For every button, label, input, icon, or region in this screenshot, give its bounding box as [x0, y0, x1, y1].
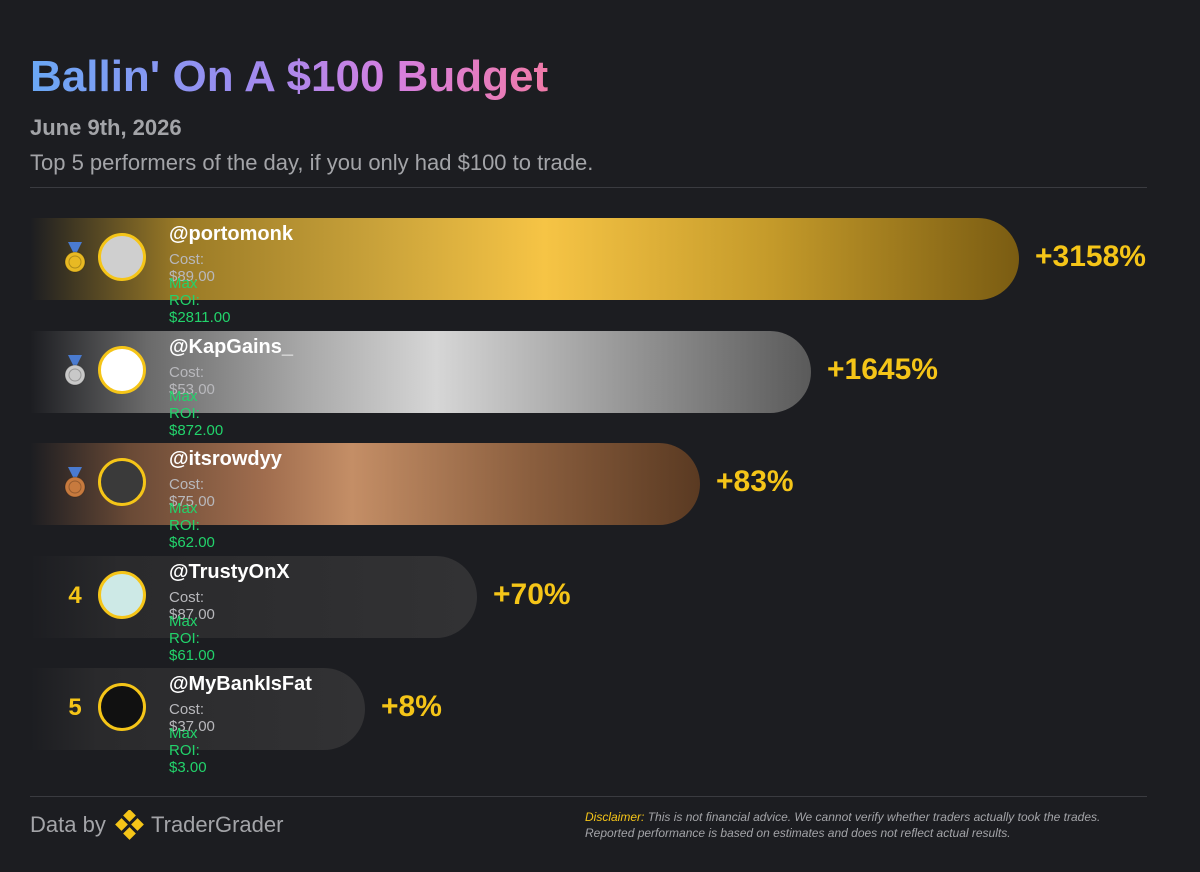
cost: Cost: $75.00 [169, 476, 215, 510]
roi-percent: +83% [716, 465, 794, 498]
disclaimer-label: Disclaimer: [585, 810, 645, 824]
handle: @itsrowdyy [169, 448, 282, 470]
handle: @KapGains_ [169, 335, 293, 358]
rank: 5 [68, 694, 82, 721]
brand: TraderGrader [151, 812, 284, 837]
divider [30, 187, 1147, 188]
divider [30, 796, 1147, 797]
medal-icon [64, 354, 86, 385]
medal-icon [64, 467, 86, 498]
roi-percent: +70% [493, 577, 571, 611]
data-by: Data by [30, 812, 106, 837]
roi-percent: +3158% [1035, 240, 1146, 273]
avatar [98, 458, 146, 506]
avatar [98, 345, 146, 394]
subtitle: Top 5 performers of the day, if you only… [30, 150, 594, 175]
rank: 4 [68, 581, 82, 609]
avatar [98, 570, 146, 619]
max-roi: Max ROI: $2811.00 [169, 275, 231, 326]
row-bar [30, 218, 1019, 300]
date: June 9th, 2026 [30, 115, 182, 140]
brand-logo [115, 810, 144, 840]
row-bar [30, 668, 365, 750]
disclaimer: Disclaimer: This is not financial advice… [585, 809, 1135, 841]
cost: Cost: $53.00 [169, 363, 215, 398]
handle: @portomonk [169, 223, 293, 245]
roi-percent: +1645% [827, 352, 938, 386]
medal-icon [64, 242, 86, 273]
max-roi: Max ROI: $872.00 [169, 387, 224, 439]
avatar [98, 233, 146, 281]
handle: @MyBankIsFat [169, 673, 312, 695]
handle: @TrustyOnX [169, 560, 290, 583]
disclaimer-text: This is not financial advice. We cannot … [585, 810, 1101, 840]
row-bar [30, 330, 811, 413]
max-roi: Max ROI: $62.00 [169, 500, 215, 551]
avatar [98, 683, 146, 731]
title: Ballin' On A $100 Budget [30, 52, 549, 101]
max-roi: Max ROI: $3.00 [169, 725, 207, 776]
roi-percent: +8% [381, 690, 442, 723]
max-roi: Max ROI: $61.00 [169, 612, 215, 664]
cost: Cost: $37.00 [169, 701, 215, 735]
cost: Cost: $89.00 [169, 251, 215, 285]
cost: Cost: $87.00 [169, 588, 215, 623]
